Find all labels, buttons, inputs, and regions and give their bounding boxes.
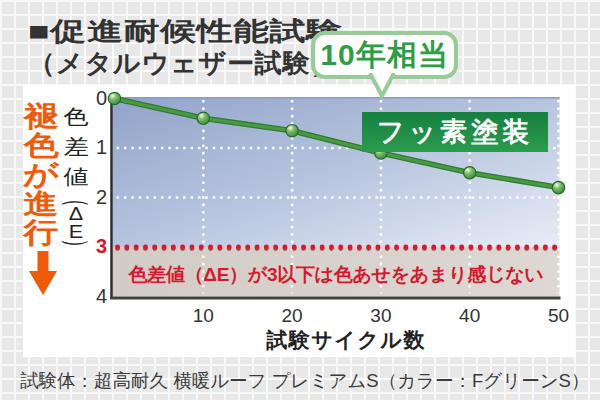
data-point-marker: [286, 124, 298, 136]
fade-note-char: 色: [24, 131, 59, 160]
x-tick-label: 50: [537, 305, 581, 327]
y-tick-label: 3: [71, 235, 107, 258]
x-axis-title: 試験サイクル数: [226, 326, 466, 354]
y-tick-label: 2: [71, 186, 107, 209]
specimen-caption: 試験体：超高耐久 横暖ルーフ プレミアムS（カラー：FグリーンS）: [20, 368, 589, 393]
x-tick-label: 10: [181, 305, 225, 327]
data-point-marker: [464, 167, 476, 179]
callout-tail: [367, 73, 397, 99]
threshold-note: 色差値（ΔE）が3以下は色あせをあまり感じない: [113, 262, 559, 288]
callout-bubble: 10年相当: [311, 31, 458, 79]
data-point-marker: [552, 181, 564, 193]
fade-note-char: 褪: [24, 102, 59, 131]
fade-note-char: 進: [24, 189, 59, 218]
y-tick-label: 1: [71, 136, 107, 159]
y-axis-title: 色差値（ΔE）: [60, 102, 91, 254]
series-label-box: フッ素塗装: [362, 112, 548, 152]
x-tick-label: 30: [359, 305, 403, 327]
fade-note-char: 行: [24, 218, 59, 247]
infographic-page: ■促進耐候性能試験 （メタルウェザー試験） 10年相当 フッ素塗装 色差値（ΔE…: [0, 0, 600, 400]
data-point-marker: [108, 92, 120, 104]
fade-note-char: が: [23, 160, 59, 189]
x-tick-label: 20: [270, 305, 314, 327]
x-tick-label: 40: [448, 305, 492, 327]
y-tick-label: 0: [71, 87, 107, 110]
fade-progress-note: 褪色が進行: [20, 102, 63, 247]
series-label: フッ素塗装: [377, 114, 533, 150]
y-tick-label: 4: [71, 285, 107, 308]
chart-title-line2: （メタルウェザー試験）: [28, 47, 338, 79]
callout-label: 10年相当: [320, 35, 448, 76]
chart-title: ■促進耐候性能試験 （メタルウェザー試験）: [28, 15, 326, 79]
data-point-marker: [197, 112, 209, 124]
down-arrow-icon: [29, 251, 57, 295]
